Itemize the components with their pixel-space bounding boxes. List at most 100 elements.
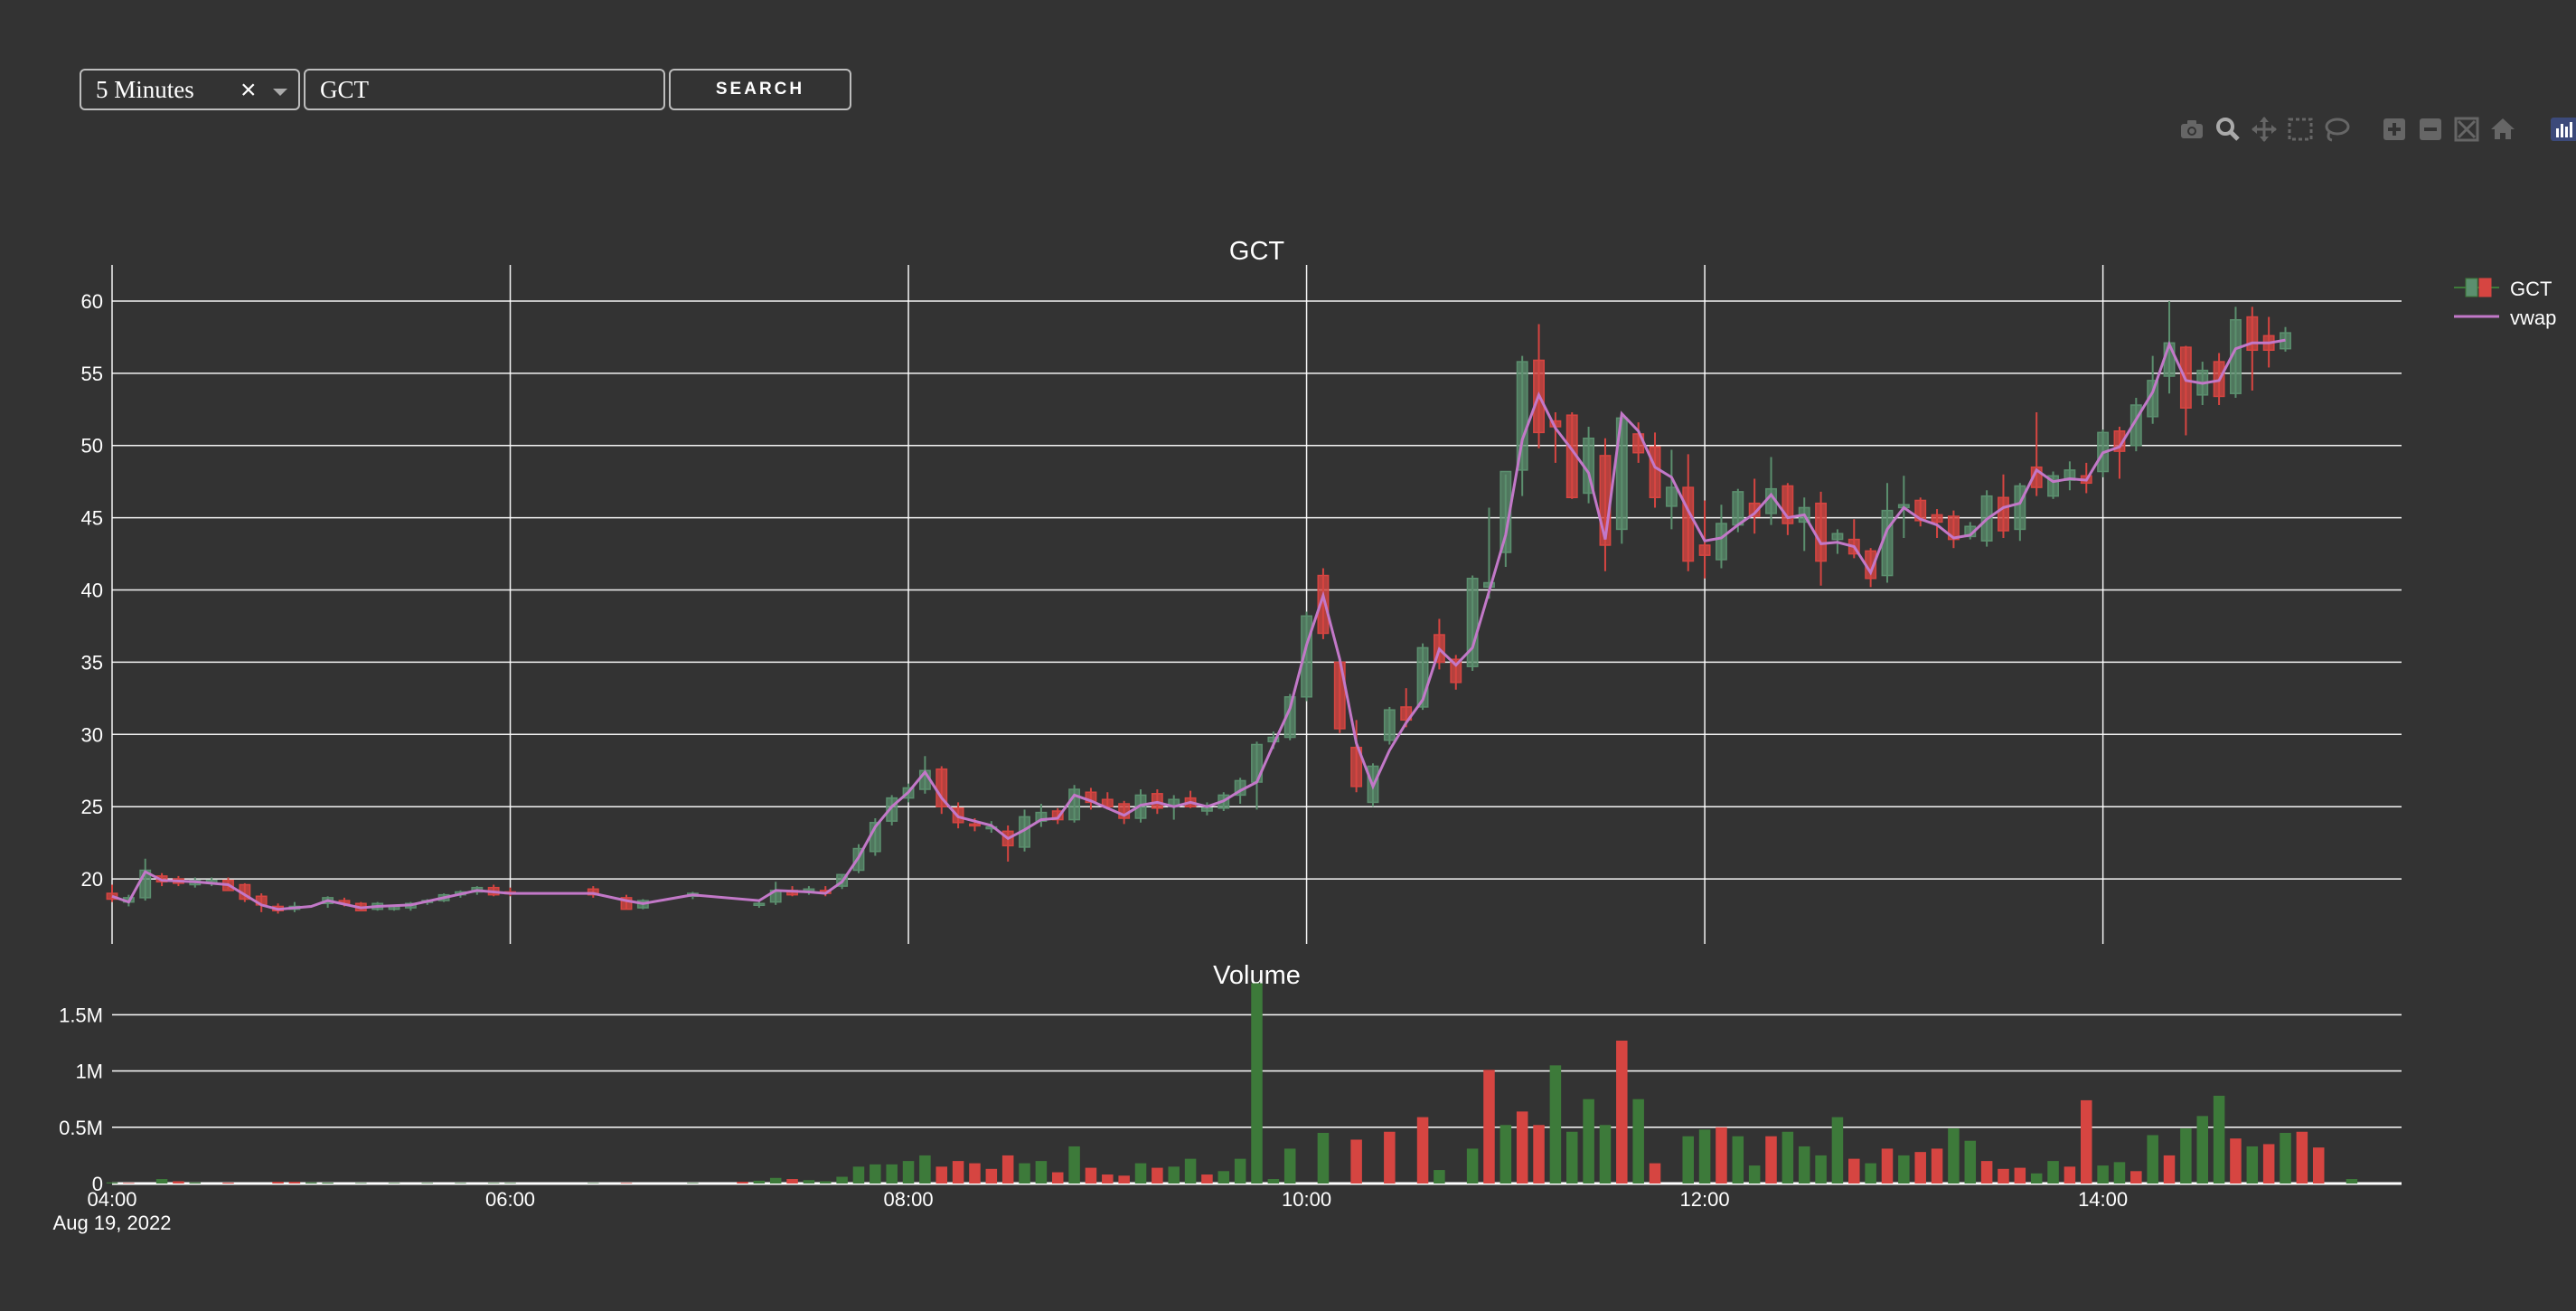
volume-bar-up (1815, 1155, 1827, 1184)
interval-dropdown[interactable]: 5 Minutes × (80, 69, 300, 110)
clear-icon[interactable]: × (240, 75, 257, 105)
volume-bar-down (1085, 1167, 1097, 1184)
candle-up (1716, 523, 1727, 561)
volume-bar-up (2213, 1095, 2225, 1184)
volume-bar-up (1898, 1155, 1910, 1184)
volume-bar-down (1914, 1152, 1926, 1184)
volume-bar-down (620, 1183, 633, 1184)
x-date-label: Aug 19, 2022 (53, 1212, 172, 1234)
candle-down (1350, 746, 1363, 788)
volume-bar-down (1881, 1148, 1894, 1184)
legend-vwap-label: vwap (2510, 307, 2556, 329)
candle-up (1881, 509, 1894, 577)
volume-bar-up (1565, 1131, 1578, 1184)
zoom-in-icon[interactable] (2379, 114, 2410, 145)
volume-bar-down (1102, 1174, 1114, 1184)
volume-bar-down (969, 1163, 981, 1184)
legend-gct-swatch-up (2465, 278, 2478, 297)
price-y-tick-label: 35 (81, 651, 103, 674)
price-y-tick-label: 55 (81, 363, 103, 385)
chevron-down-icon[interactable] (273, 89, 287, 96)
volume-bar-down (1980, 1161, 1993, 1184)
volume-bar-up (306, 1182, 317, 1184)
volume-bar-down (1416, 1117, 1429, 1184)
vwap-line (111, 338, 2286, 911)
volume-bar-down (2130, 1171, 2142, 1184)
candle-up (1732, 491, 1744, 526)
volume-bar-down (1716, 1127, 1727, 1184)
volume-bar-up (1234, 1158, 1246, 1184)
volume-bar-down (222, 1183, 234, 1184)
volume-bar-up (1599, 1125, 1612, 1184)
candle-down (1815, 502, 1828, 562)
lasso-select-icon[interactable] (2321, 114, 2352, 145)
price-y-tick-label: 50 (81, 435, 103, 457)
price-y-tick-label: 60 (81, 290, 103, 313)
candle-down (1649, 446, 1661, 499)
volume-bar-up (1267, 1179, 1280, 1184)
volume-bar-down (272, 1182, 284, 1184)
legend-gct-label: GCT (2510, 278, 2552, 300)
volume-y-tick-label: 0 (92, 1173, 103, 1195)
plotly-logo-icon[interactable] (2549, 114, 2576, 145)
volume-y-tick-label: 0.5M (59, 1117, 103, 1139)
box-select-icon[interactable] (2285, 114, 2316, 145)
pan-icon[interactable] (2249, 114, 2280, 145)
autoscale-icon[interactable] (2451, 114, 2482, 145)
volume-bar-down (1152, 1167, 1163, 1184)
volume-bar-down (2080, 1099, 2092, 1184)
volume-bar-up (1434, 1170, 1445, 1184)
legend-gct-swatch-down (2478, 278, 2492, 297)
candle-down (1947, 515, 1960, 541)
price-chart-title: GCT (1229, 237, 1285, 266)
candle-down (1450, 658, 1462, 684)
volume-bar-up (487, 1183, 500, 1184)
volume-bar-down (1931, 1148, 1943, 1184)
volume-bar-up (687, 1183, 699, 1184)
volume-bar-down (288, 1182, 301, 1184)
volume-bar-up (1865, 1163, 1876, 1184)
candle-up (2129, 404, 2142, 447)
volume-bar-up (2047, 1161, 2059, 1184)
candle-up (2014, 485, 2026, 531)
controls-bar: 5 Minutes × SEARCH (80, 69, 851, 110)
volume-bar-up (2196, 1116, 2208, 1184)
x-tick-label: 14:00 (2078, 1188, 2128, 1211)
price-y-tick-label: 45 (81, 507, 103, 530)
ticker-search-input[interactable] (304, 69, 665, 110)
candle-up (1200, 807, 1213, 812)
volume-bar-down (2312, 1147, 2325, 1184)
volume-bar-up (1035, 1161, 1048, 1184)
candle-down (1914, 499, 1927, 522)
candle-down (1051, 810, 1064, 821)
zoom-out-icon[interactable] (2415, 114, 2446, 145)
x-tick-label: 12:00 (1680, 1188, 1730, 1211)
volume-bar-up (1283, 1148, 1296, 1184)
volume-bar-up (852, 1166, 865, 1184)
volume-bar-up (1019, 1163, 1030, 1184)
candle-down (106, 892, 118, 901)
x-tick-label: 10:00 (1282, 1188, 1331, 1211)
candle-up (886, 797, 898, 822)
volume-y-tick-label: 1M (75, 1061, 103, 1083)
volume-bar-up (388, 1183, 400, 1184)
volume-bar-up (2246, 1146, 2259, 1184)
volume-bar-up (2280, 1133, 2291, 1184)
volume-bar-up (902, 1161, 915, 1184)
volume-bar-down (1001, 1155, 1014, 1184)
volume-bar-down (2163, 1155, 2176, 1184)
candle-up (1416, 646, 1429, 708)
camera-icon[interactable] (2176, 114, 2207, 145)
volume-bar-down (2064, 1166, 2076, 1184)
volume-bar-up (2346, 1179, 2358, 1184)
volume-bar-up (1217, 1171, 1230, 1184)
zoom-icon[interactable] (2213, 114, 2243, 145)
candle-up (1665, 486, 1678, 507)
search-button[interactable]: SEARCH (669, 69, 851, 110)
volume-bar-up (189, 1182, 202, 1184)
volume-bar-down (1483, 1070, 1495, 1184)
reset-axes-icon[interactable] (2487, 114, 2518, 145)
volume-bar-up (1782, 1131, 1794, 1184)
volume-bar-up (870, 1164, 881, 1184)
candle-down (1698, 544, 1711, 556)
